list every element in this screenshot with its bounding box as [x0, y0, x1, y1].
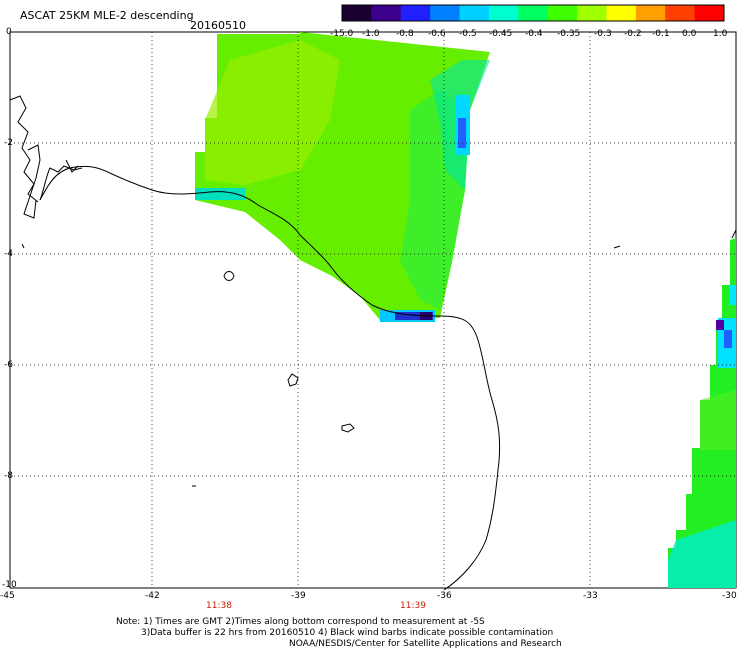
colorbar-label: -0.4	[525, 29, 543, 39]
colorbar-label: -0.5	[459, 29, 477, 39]
colorbar-label: 0.0	[682, 29, 697, 39]
graticule	[10, 32, 736, 588]
x-tick: -42	[145, 591, 160, 601]
swath-west	[195, 32, 490, 322]
y-tick: -4	[4, 249, 13, 259]
y-tick: 0	[6, 27, 12, 37]
note-line-3: NOAA/NESDIS/Center for Satellite Applica…	[289, 639, 562, 649]
colorbar-label: 1.0	[713, 29, 728, 39]
colorbar-border	[341, 4, 725, 22]
y-tick: -10	[2, 580, 17, 590]
x-tick: -45	[0, 591, 15, 601]
colorbar-swatch	[518, 5, 549, 21]
colorbar-swatch	[342, 5, 372, 21]
time-label: 11:38	[206, 601, 232, 611]
colorbar-label: -0.1	[652, 29, 670, 39]
colorbar-label: -0.3	[594, 29, 612, 39]
coastline	[9, 95, 501, 591]
x-tick: -30	[722, 591, 737, 601]
colorbar-label: -0.2	[624, 29, 642, 39]
colorbar-swatch	[430, 5, 461, 21]
colorbar-label: -1.0	[362, 29, 380, 39]
colorbar-swatch	[665, 5, 696, 21]
colorbar-swatch	[371, 5, 402, 21]
x-tick: -36	[437, 591, 452, 601]
islands	[21, 229, 737, 487]
note-line-2: 3)Data buffer is 22 hrs from 20160510 4)…	[141, 628, 554, 638]
colorbar-swatch	[635, 5, 666, 21]
time-label: 11:39	[400, 601, 426, 611]
y-tick: -2	[4, 138, 13, 148]
x-tick: -39	[291, 591, 306, 601]
colorbar-swatch	[606, 5, 637, 21]
swath-east	[668, 238, 736, 588]
colorbar-swatch	[547, 5, 578, 21]
colorbar-swatch	[488, 5, 519, 21]
y-tick: -8	[4, 471, 13, 481]
y-tick: -6	[4, 360, 13, 370]
note-line-1: Note: 1) Times are GMT 2)Times along bot…	[116, 617, 485, 627]
colorbar	[341, 4, 725, 22]
colorbar-swatch	[400, 5, 431, 21]
map-title: ASCAT 25KM MLE-2 descending	[20, 9, 194, 22]
colorbar-swatch	[694, 5, 725, 21]
colorbar-label: -0.6	[428, 29, 446, 39]
x-tick: -33	[583, 591, 598, 601]
colorbar-swatch	[577, 5, 607, 21]
map-date: 20160510	[190, 19, 246, 32]
colorbar-label: -0.45	[489, 29, 513, 39]
colorbar-label: -0.8	[396, 29, 414, 39]
colorbar-label: -15.0	[330, 29, 354, 39]
colorbar-swatch	[459, 5, 490, 21]
colorbar-label: -0.35	[557, 29, 581, 39]
